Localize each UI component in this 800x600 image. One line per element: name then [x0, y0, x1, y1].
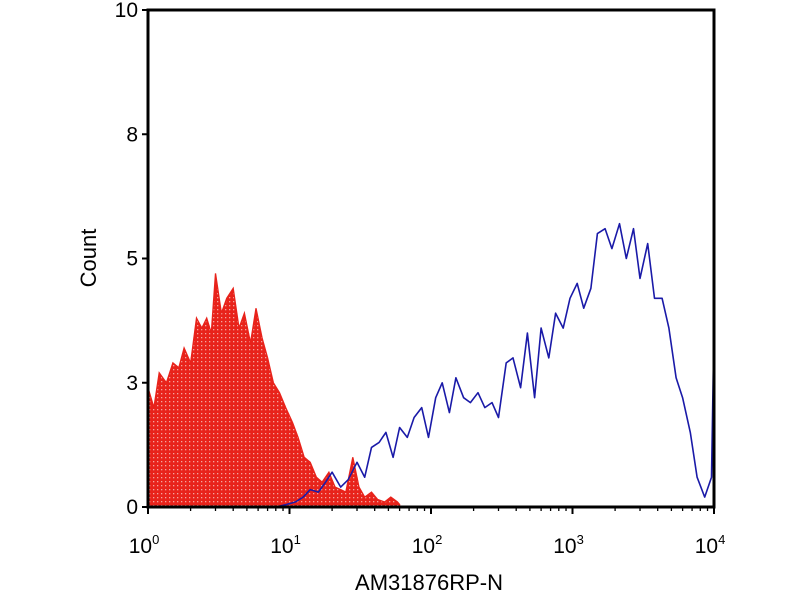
- y-tick-label: 10: [115, 0, 138, 22]
- x-axis-title: AM31876RP-N: [355, 570, 503, 595]
- x-tick-label: 103: [553, 532, 584, 558]
- series-0-filled-histogram: [147, 273, 401, 508]
- y-axis-ticks: 0 3 5 8 10: [115, 0, 148, 519]
- y-tick-label: 8: [126, 123, 138, 146]
- y-tick-label: 0: [126, 496, 138, 519]
- x-tick-label: 100: [129, 532, 160, 558]
- x-axis-ticks: 100 101 102 103 104: [129, 507, 726, 558]
- y-axis-title: Count: [76, 229, 101, 288]
- y-tick-label: 3: [126, 372, 138, 395]
- y-tick-label: 5: [126, 248, 138, 271]
- plot-area: [146, 8, 716, 509]
- series-1-line: [275, 222, 715, 508]
- x-tick-label: 102: [412, 532, 443, 558]
- x-tick-label: 101: [270, 532, 301, 558]
- x-tick-label: 104: [695, 532, 726, 558]
